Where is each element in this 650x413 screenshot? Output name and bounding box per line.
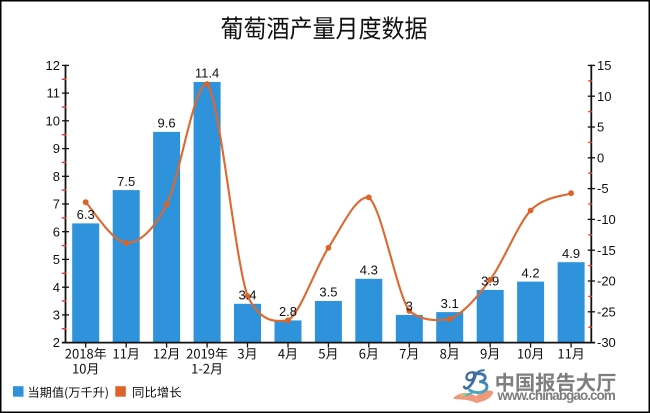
svg-text:4.9: 4.9 (562, 246, 580, 261)
svg-text:8: 8 (53, 169, 60, 184)
svg-text:2: 2 (53, 335, 60, 350)
svg-text:9: 9 (53, 141, 60, 156)
svg-text:6: 6 (53, 224, 60, 239)
svg-text:-20: -20 (597, 274, 616, 289)
svg-text:3.5: 3.5 (319, 285, 337, 300)
svg-text:10: 10 (597, 89, 611, 104)
svg-text:15: 15 (597, 58, 611, 73)
svg-text:12: 12 (46, 58, 60, 73)
svg-text:5: 5 (53, 252, 60, 267)
svg-text:10: 10 (46, 113, 60, 128)
svg-text:11.4: 11.4 (195, 66, 219, 81)
svg-text:3: 3 (406, 299, 413, 314)
svg-text:4.2: 4.2 (522, 265, 540, 280)
svg-text:3: 3 (53, 308, 60, 323)
svg-text:4: 4 (53, 280, 60, 295)
svg-text:3.4: 3.4 (238, 288, 256, 303)
svg-text:9.6: 9.6 (158, 116, 176, 131)
svg-text:4.3: 4.3 (360, 263, 378, 278)
svg-text:3.1: 3.1 (441, 296, 459, 311)
svg-text:5: 5 (597, 120, 604, 135)
svg-text:7: 7 (53, 197, 60, 212)
svg-text:2.8: 2.8 (279, 304, 297, 319)
svg-text:www.chinabgao.com: www.chinabgao.com (497, 388, 616, 403)
svg-text:-5: -5 (597, 181, 609, 196)
svg-text:-10: -10 (597, 212, 616, 227)
svg-text:-25: -25 (597, 304, 616, 319)
svg-text:11: 11 (47, 86, 61, 101)
svg-text:0: 0 (597, 150, 604, 165)
svg-text:-15: -15 (597, 243, 616, 258)
svg-text:7.5: 7.5 (117, 174, 135, 189)
svg-text:-30: -30 (597, 335, 616, 350)
svg-text:6.3: 6.3 (77, 207, 95, 222)
svg-text:3.9: 3.9 (481, 274, 499, 289)
